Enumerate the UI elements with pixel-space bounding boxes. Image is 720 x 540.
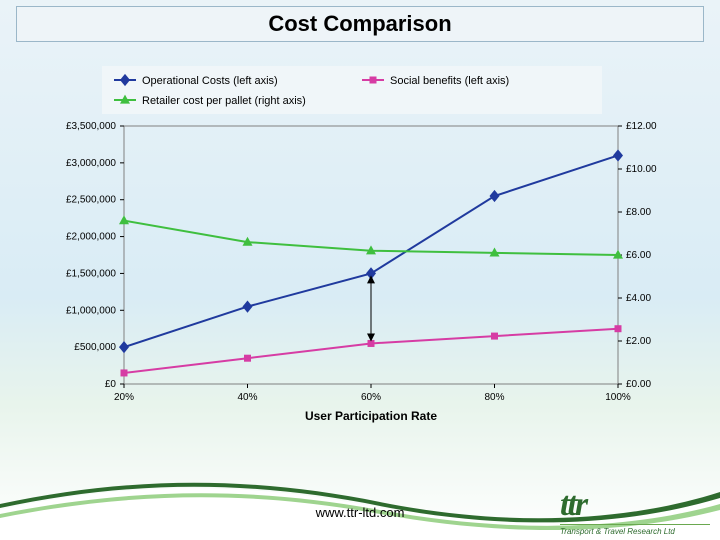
y-right-tick: £2.00	[626, 336, 651, 347]
x-tick: 20%	[114, 392, 134, 403]
x-tick: 60%	[361, 392, 381, 403]
x-axis-label: User Participation Rate	[305, 409, 437, 423]
y-right-tick: £8.00	[626, 207, 651, 218]
y-left-tick: £1,000,000	[66, 305, 116, 316]
y-left-tick: £1,500,000	[66, 268, 116, 279]
y-right-tick: £10.00	[626, 164, 657, 175]
page-title: Cost Comparison	[25, 11, 695, 37]
y-right-tick: £0.00	[626, 379, 651, 390]
x-tick: 40%	[237, 392, 257, 403]
legend-label: Operational Costs (left axis)	[142, 75, 278, 87]
logo-text: ttr	[560, 488, 710, 522]
y-right-tick: £4.00	[626, 293, 651, 304]
legend-label: Retailer cost per pallet (right axis)	[142, 95, 306, 107]
footer: www.ttr-ltd.com ttr Transport & Travel R…	[0, 474, 720, 540]
x-tick: 100%	[605, 392, 631, 403]
logo: ttr Transport & Travel Research Ltd	[560, 488, 710, 540]
x-tick: 80%	[484, 392, 504, 403]
y-left-tick: £2,500,000	[66, 195, 116, 206]
y-right-tick: £12.00	[626, 121, 657, 132]
y-left-tick: £3,500,000	[66, 121, 116, 132]
cost-comparison-chart: Operational Costs (left axis) Social bene…	[42, 64, 678, 434]
logo-subtitle: Transport & Travel Research Ltd	[560, 524, 710, 536]
y-left-tick: £2,000,000	[66, 232, 116, 243]
y-right-tick: £6.00	[626, 250, 651, 261]
title-bar: Cost Comparison	[16, 6, 704, 42]
y-left-tick: £3,000,000	[66, 158, 116, 169]
legend-label: Social benefits (left axis)	[390, 75, 509, 87]
y-left-tick: £500,000	[74, 342, 116, 353]
y-left-tick: £0	[105, 379, 117, 390]
